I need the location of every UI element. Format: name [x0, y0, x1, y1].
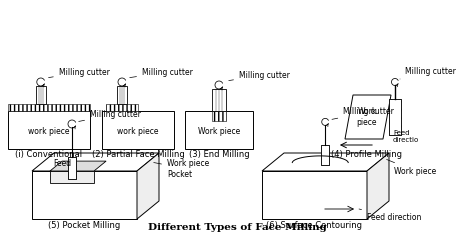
Text: Different Types of Face Milling: Different Types of Face Milling: [147, 223, 327, 232]
Text: Milling cutter: Milling cutter: [229, 70, 290, 81]
Text: (5) Pocket Milling: (5) Pocket Milling: [48, 221, 120, 230]
Bar: [117, 86, 127, 104]
Bar: [102, 111, 174, 149]
Bar: [212, 89, 226, 111]
Text: Milling cutter: Milling cutter: [79, 109, 141, 121]
Text: Feed: Feed: [53, 160, 71, 169]
Polygon shape: [367, 153, 389, 219]
Text: Milling cutter: Milling cutter: [48, 68, 109, 77]
Text: Feed direction: Feed direction: [359, 209, 421, 222]
Text: (6) Surface Contouring: (6) Surface Contouring: [266, 221, 363, 230]
Bar: [32, 171, 137, 219]
Bar: [321, 145, 329, 165]
Bar: [389, 99, 401, 135]
Text: work piece: work piece: [117, 128, 159, 137]
Polygon shape: [345, 95, 391, 139]
Text: Work piece: Work piece: [198, 128, 240, 137]
Bar: [212, 111, 226, 121]
Text: Work
piece: Work piece: [357, 107, 377, 127]
Text: Work piece: Work piece: [387, 160, 436, 176]
Text: (i) Conventional: (i) Conventional: [16, 150, 82, 159]
Bar: [321, 145, 329, 165]
Text: (3) End Milling: (3) End Milling: [189, 150, 249, 159]
Polygon shape: [262, 153, 389, 171]
Text: Milling cutter: Milling cutter: [130, 68, 193, 77]
Bar: [36, 86, 46, 104]
Polygon shape: [32, 153, 159, 171]
Text: Milling cutter: Milling cutter: [332, 107, 394, 119]
Bar: [8, 104, 90, 111]
Polygon shape: [50, 161, 106, 171]
Bar: [389, 99, 401, 135]
Text: work piece: work piece: [28, 128, 70, 137]
Bar: [106, 104, 138, 111]
Text: (2) Partial Face Milling: (2) Partial Face Milling: [91, 150, 184, 159]
Bar: [8, 111, 90, 149]
Polygon shape: [137, 153, 159, 219]
Bar: [50, 171, 94, 183]
Text: Milling cutter: Milling cutter: [400, 67, 456, 79]
Bar: [68, 157, 76, 179]
Text: Feed
directio: Feed directio: [393, 130, 419, 143]
Text: Work piece
Pocket: Work piece Pocket: [154, 160, 209, 179]
Bar: [185, 111, 253, 149]
Text: (4) Profile Milling: (4) Profile Milling: [331, 150, 402, 159]
Bar: [68, 157, 76, 179]
Bar: [262, 171, 367, 219]
